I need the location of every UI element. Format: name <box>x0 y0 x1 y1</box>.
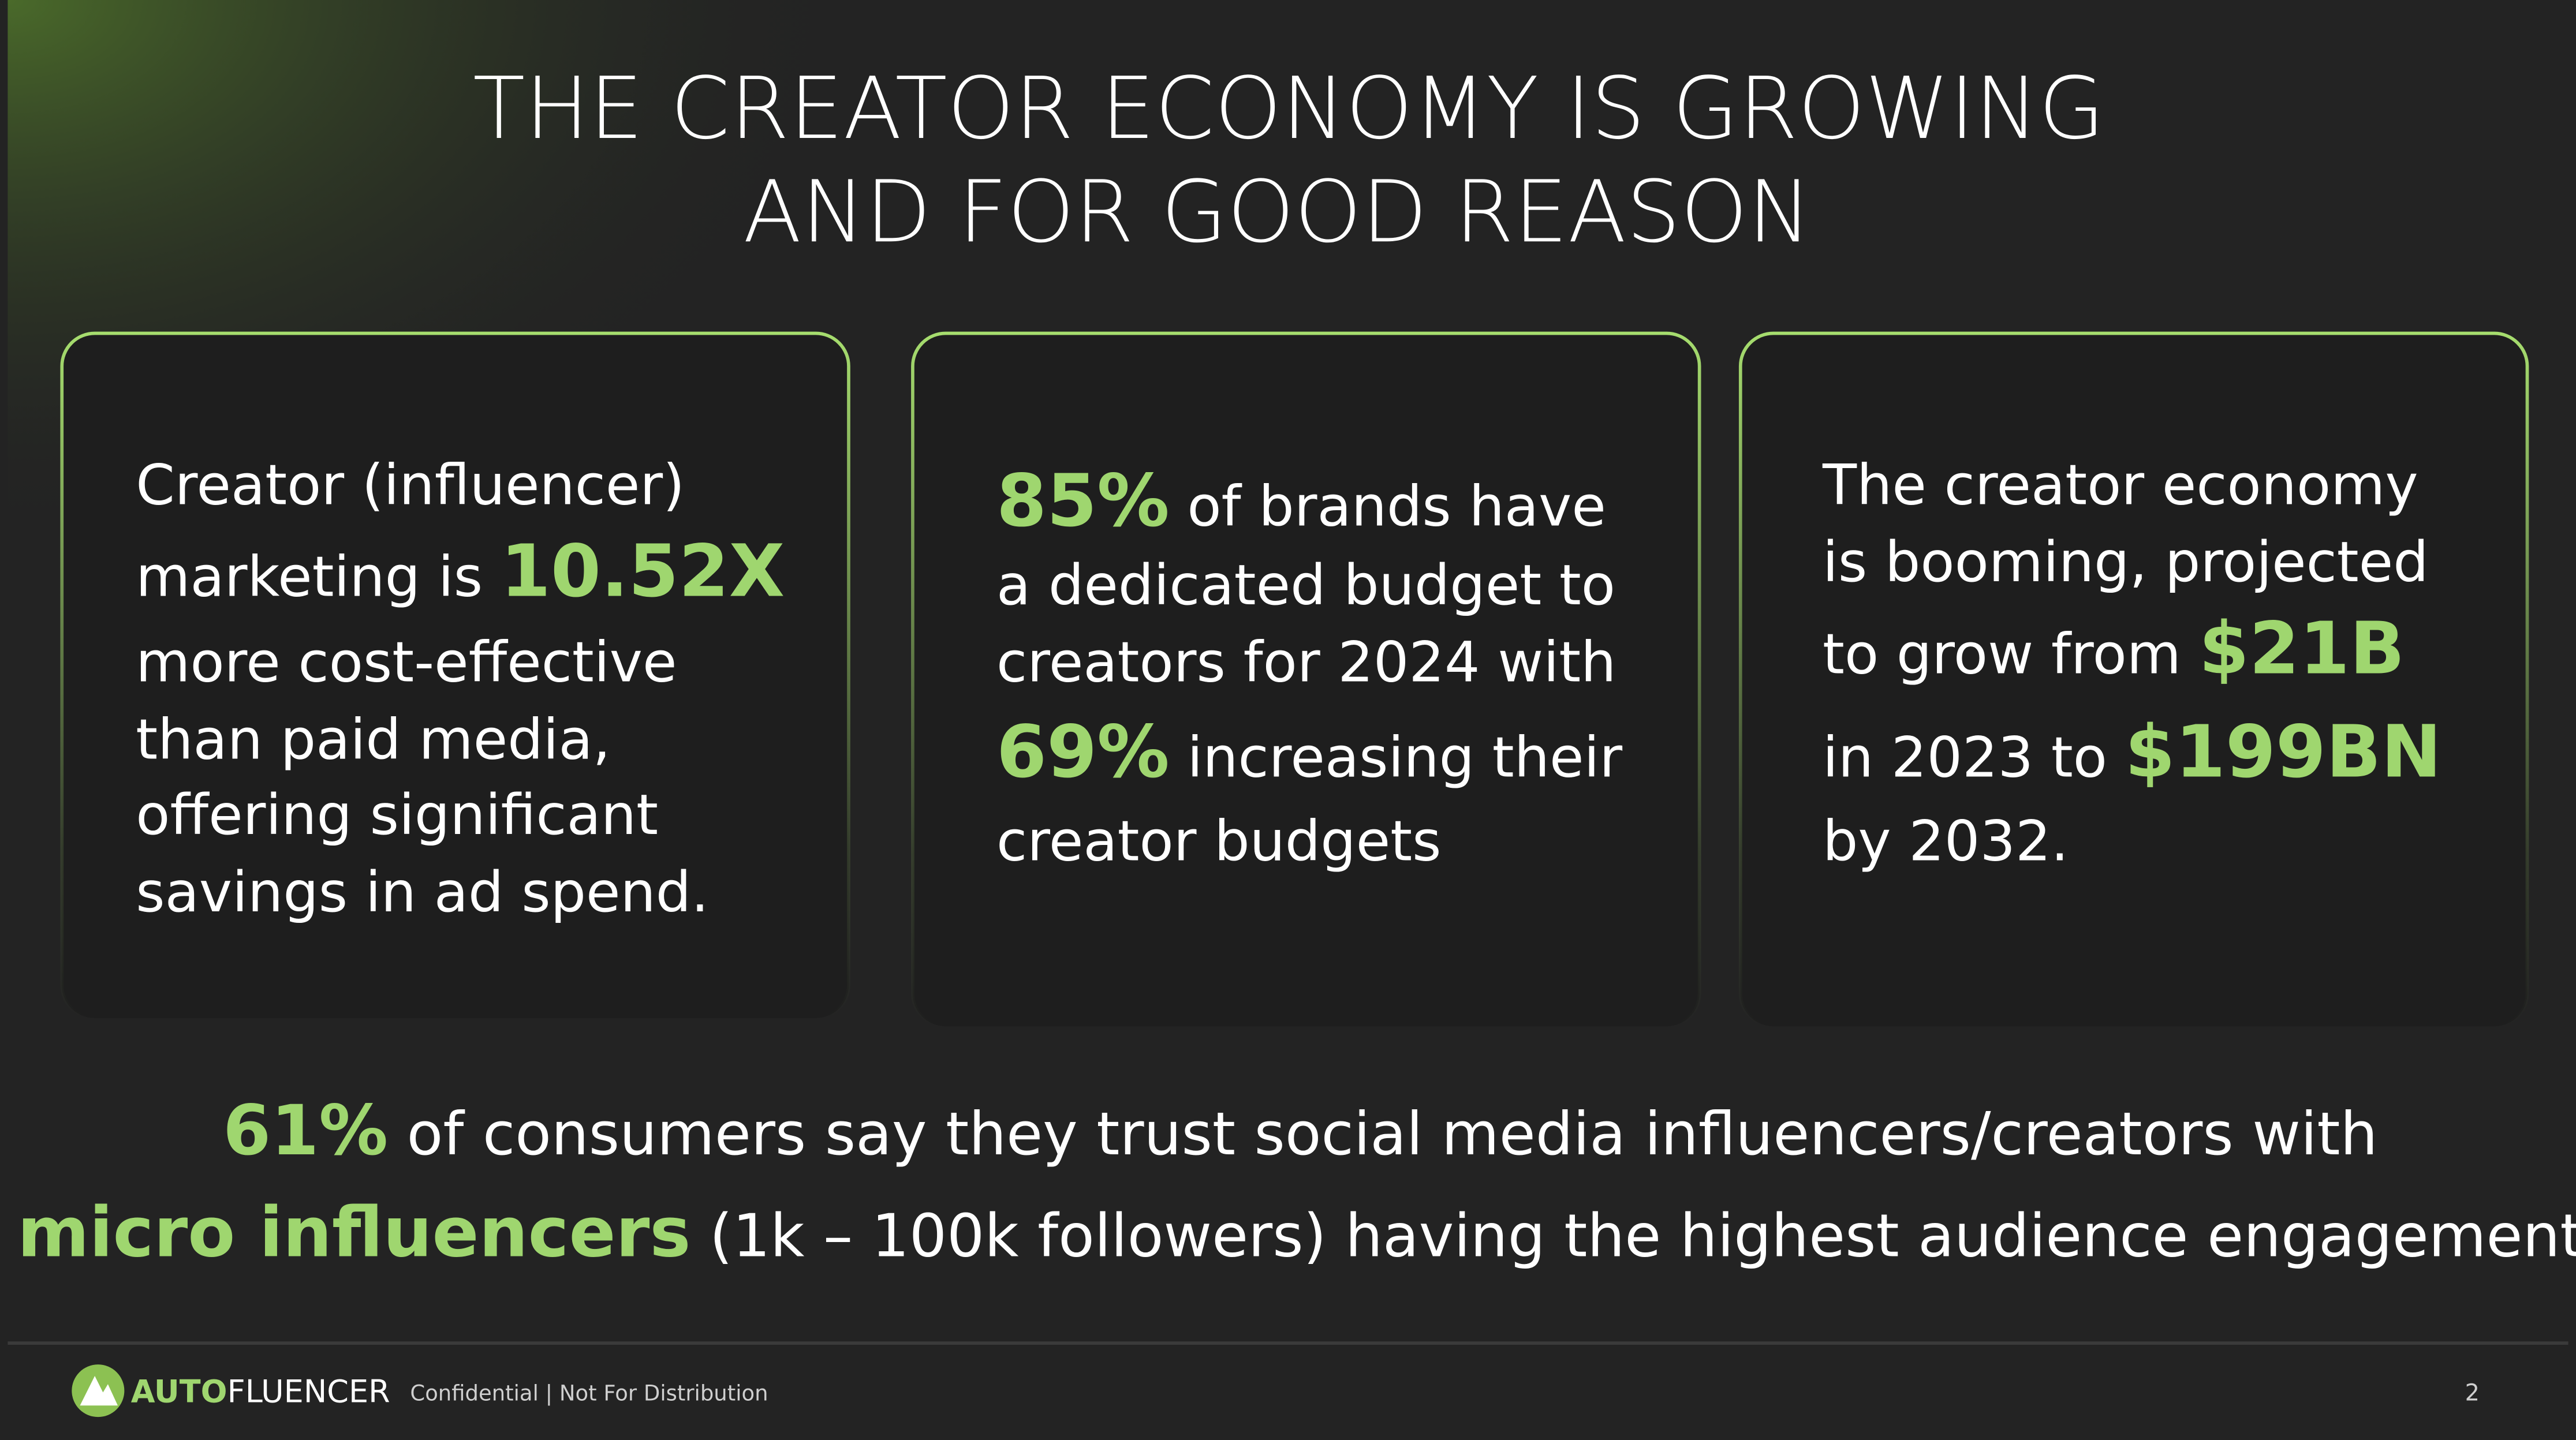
text-run: than paid media, <box>136 706 610 772</box>
highlight-run: micro influencers <box>17 1192 690 1273</box>
text-run: creators for 2024 with <box>996 630 1616 695</box>
text-line: a dedicated budget to <box>996 552 1615 618</box>
text-line: creator budgets <box>996 809 1442 874</box>
title-line: THE CREATOR ECONOMY IS GROWING <box>473 59 2105 158</box>
card <box>1738 331 2529 1028</box>
card <box>911 331 1701 1028</box>
text-run: in 2023 to <box>1823 725 2125 790</box>
text-run: FLUENCER <box>227 1374 390 1410</box>
text-run: increasing their <box>1170 725 1623 790</box>
text-run: more cost-effective <box>136 630 677 695</box>
text-run: Creator (influencer) <box>136 452 685 517</box>
text-line: is booming, projected <box>1823 529 2429 594</box>
text-line: by 2032. <box>1823 809 2069 874</box>
text-line: savings in ad spend. <box>136 859 709 925</box>
text-run: The creator economy <box>1822 452 2418 517</box>
card <box>60 331 850 1020</box>
highlight-run: 61% <box>223 1091 388 1171</box>
text-line: marketing is 10.52X <box>136 529 785 614</box>
text-line: in 2023 to $199BN <box>1823 710 2441 794</box>
text-run: (1k – 100k followers) having the highest… <box>691 1202 2576 1270</box>
text-line: 69% increasing their <box>996 710 1622 794</box>
logo-mark <box>80 1376 118 1406</box>
text-run: creator budgets <box>996 809 1442 874</box>
text-line: Creator (influencer) <box>136 452 685 517</box>
text-run: of brands have <box>1170 473 1606 538</box>
text-run: to grow from <box>1823 621 2199 686</box>
highlight-run: AUTO <box>131 1374 227 1410</box>
text-run: is booming, projected <box>1823 529 2429 594</box>
text-line: 61% of consumers say they trust social m… <box>223 1091 2377 1171</box>
text-line: than paid media, <box>136 706 610 772</box>
text-line: to grow from $21B <box>1823 606 2405 690</box>
text-line: micro influencers (1k – 100k followers) … <box>17 1192 2576 1273</box>
text-line: creators for 2024 with <box>996 630 1616 695</box>
page-number: 2 <box>2465 1380 2480 1407</box>
highlight-run: 85% <box>996 458 1170 543</box>
text-run: by 2032. <box>1823 809 2069 874</box>
text-line: The creator economy <box>1822 452 2418 517</box>
text-line: 85% of brands have <box>996 458 1606 543</box>
highlight-run: 69% <box>996 710 1170 794</box>
footer-note: Confidential | Not For Distribution <box>410 1381 768 1407</box>
text-run: a dedicated budget to <box>996 552 1615 618</box>
highlight-run: $199BN <box>2125 710 2441 794</box>
highlight-run: $21B <box>2199 606 2405 690</box>
text-line: offering significant <box>136 782 658 847</box>
text-run: of consumers say they trust social media… <box>388 1100 2377 1169</box>
highlight-run: 10.52X <box>501 529 785 614</box>
text-line: more cost-effective <box>136 630 677 695</box>
text-run: savings in ad spend. <box>136 859 709 925</box>
text-run: offering significant <box>136 782 658 847</box>
title-line: AND FOR GOOD REASON <box>743 162 1812 261</box>
text-line: AUTOFLUENCER <box>131 1374 390 1410</box>
text-run: marketing is <box>136 544 501 609</box>
